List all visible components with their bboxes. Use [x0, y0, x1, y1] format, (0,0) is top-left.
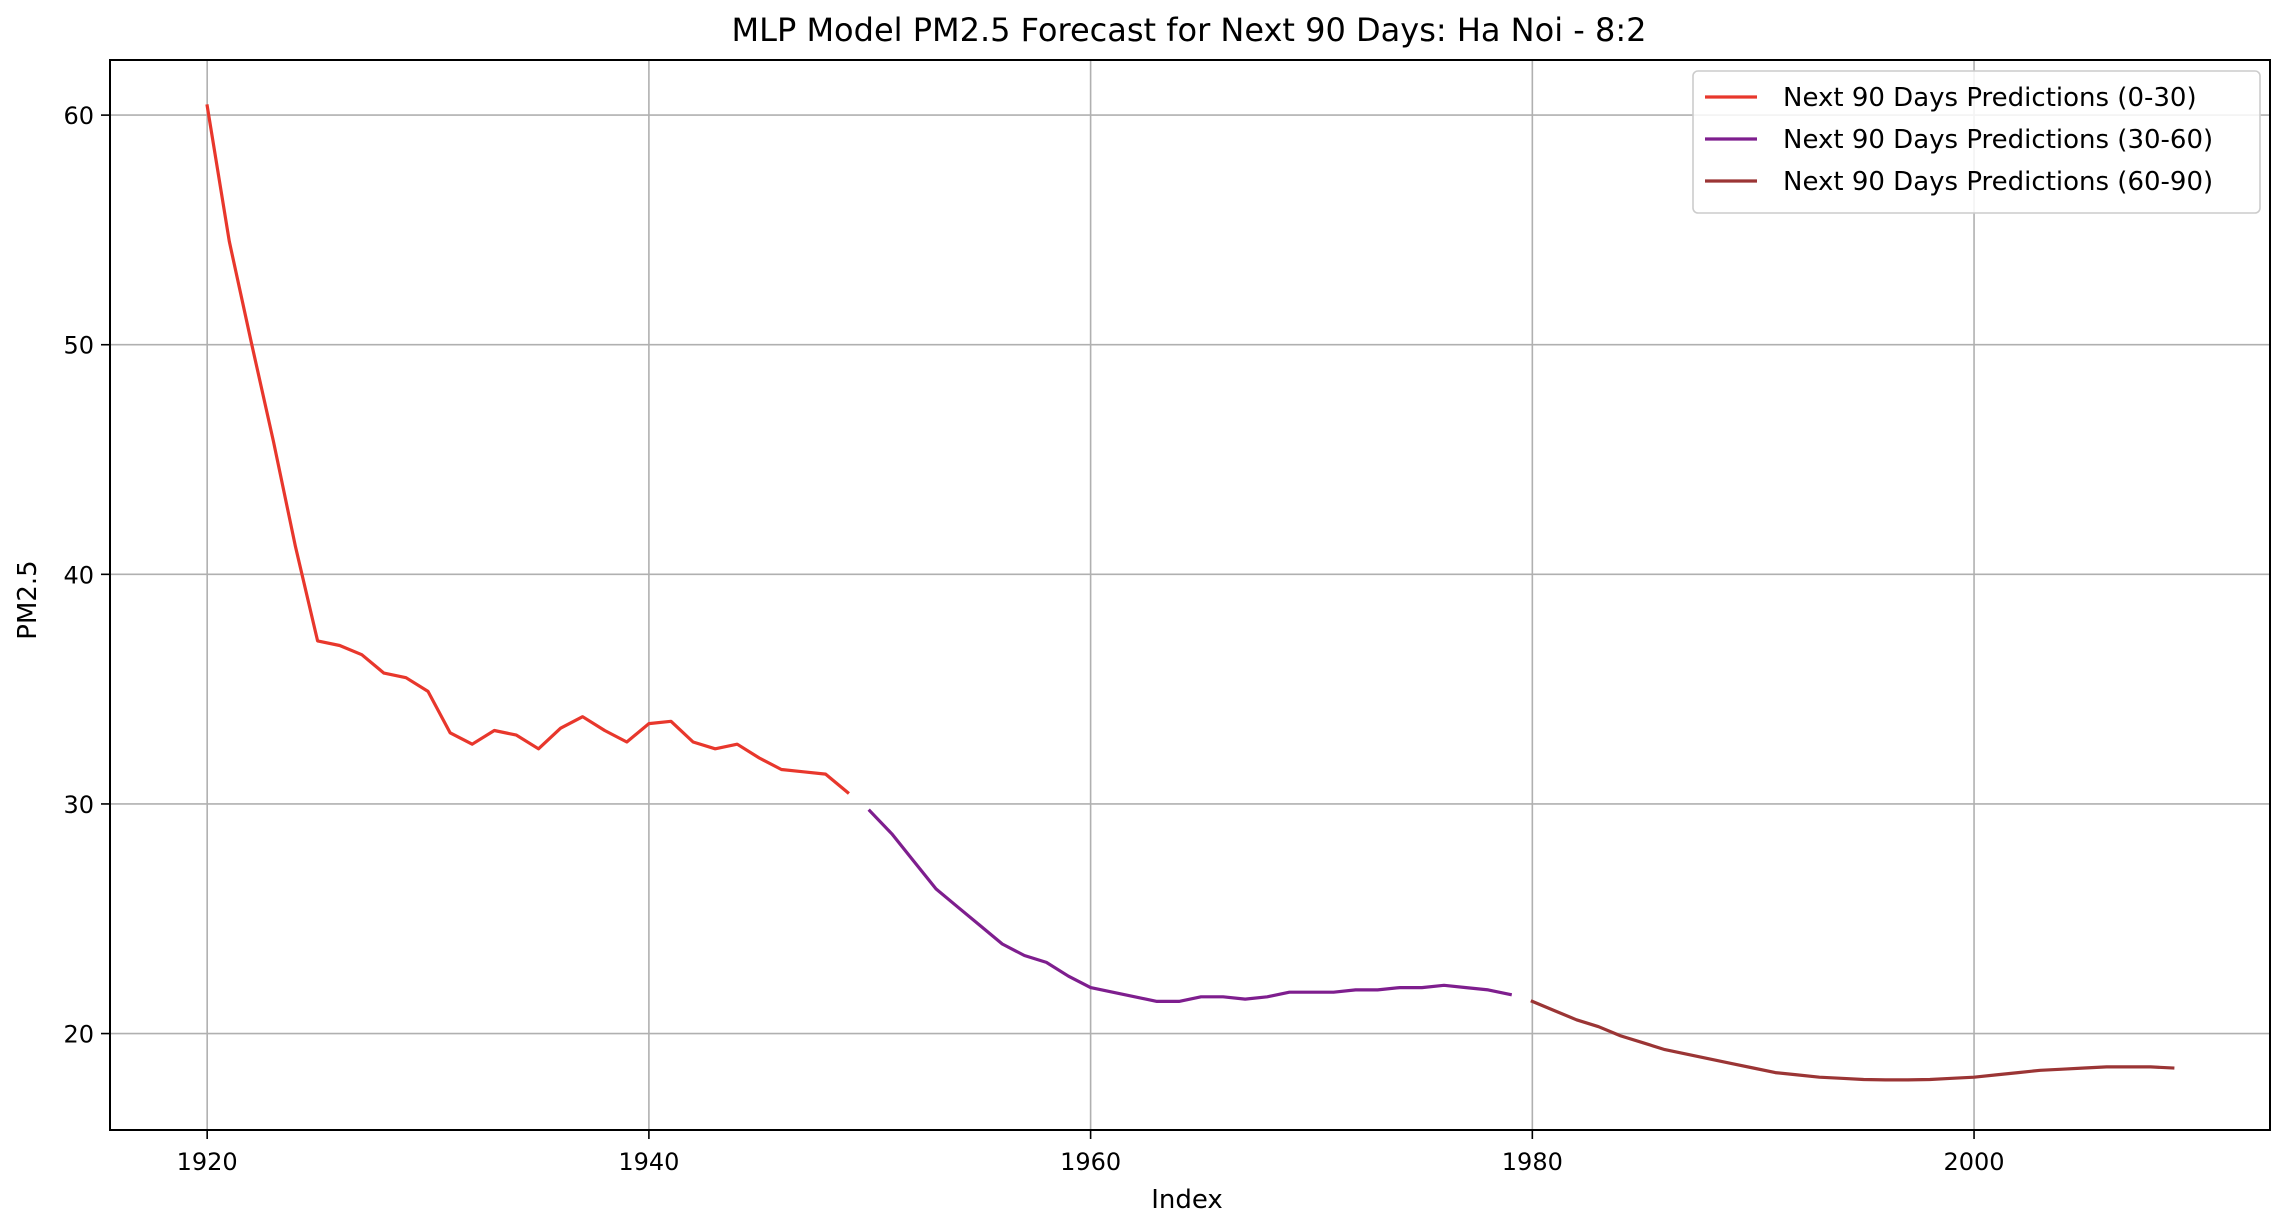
y-tick-label: 20	[63, 1021, 94, 1049]
ticks: 1920 1940 1960 1980 2000 20 30 40 50 60	[63, 102, 2004, 1176]
series-layer	[205, 104, 2175, 1082]
legend-label-3: Next 90 Days Predictions (60-90)	[1783, 167, 2213, 197]
chart-title: MLP Model PM2.5 Forecast for Next 90 Day…	[732, 11, 1647, 49]
y-tick-label: 50	[63, 332, 94, 360]
series-line-2	[867, 808, 1513, 1004]
y-tick-label: 30	[63, 791, 94, 819]
y-tick-label: 40	[63, 561, 94, 589]
plot-frame	[109, 59, 2271, 1131]
x-axis-label: Index	[1151, 1185, 1223, 1215]
grid	[110, 60, 2270, 1130]
x-tick-label: 1920	[177, 1148, 238, 1176]
y-tick-label: 60	[63, 102, 94, 130]
series-line-1	[205, 104, 850, 795]
series-line-3	[1530, 999, 2175, 1082]
legend-label-2: Next 90 Days Predictions (30-60)	[1783, 125, 2213, 155]
x-tick-label: 1940	[618, 1148, 679, 1176]
x-tick-label: 2000	[1944, 1148, 2005, 1176]
y-axis-label: PM2.5	[13, 560, 43, 639]
x-tick-label: 1960	[1060, 1148, 1121, 1176]
legend-box	[1692, 70, 2261, 214]
legend: Next 90 Days Predictions (0-30) Next 90 D…	[1692, 70, 2261, 214]
x-tick-label: 1980	[1502, 1148, 1563, 1176]
legend-label-1: Next 90 Days Predictions (0-30)	[1783, 83, 2197, 113]
